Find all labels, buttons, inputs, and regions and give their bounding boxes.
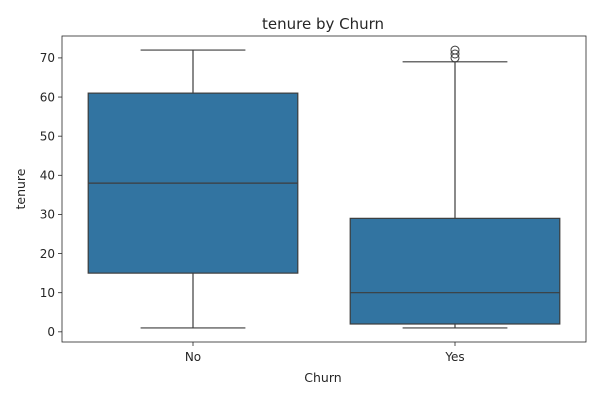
outlier-point-yes xyxy=(450,49,460,59)
y-tick-label: 60 xyxy=(40,90,55,104)
outlier-point-yes xyxy=(450,45,460,55)
y-tick-label: 20 xyxy=(40,247,55,261)
box-yes xyxy=(349,217,561,325)
y-tick-label: 10 xyxy=(40,286,55,300)
y-axis-label: tenure xyxy=(13,168,28,209)
y-tick-label: 50 xyxy=(40,129,55,143)
boxes-group xyxy=(87,45,561,329)
y-tick-label: 30 xyxy=(40,208,55,222)
x-tick-label: No xyxy=(185,350,201,364)
x-tick-label: Yes xyxy=(444,350,464,364)
x-axis-label: Churn xyxy=(304,370,341,385)
chart-title: tenure by Churn xyxy=(262,15,384,33)
y-axis: 0 10 20 30 40 50 60 70 xyxy=(40,51,62,339)
y-tick-label: 70 xyxy=(40,51,55,65)
plot-frame xyxy=(61,35,587,343)
y-tick-label: 0 xyxy=(47,325,55,339)
y-tick-label: 40 xyxy=(40,169,55,183)
x-axis: No Yes xyxy=(185,342,465,364)
